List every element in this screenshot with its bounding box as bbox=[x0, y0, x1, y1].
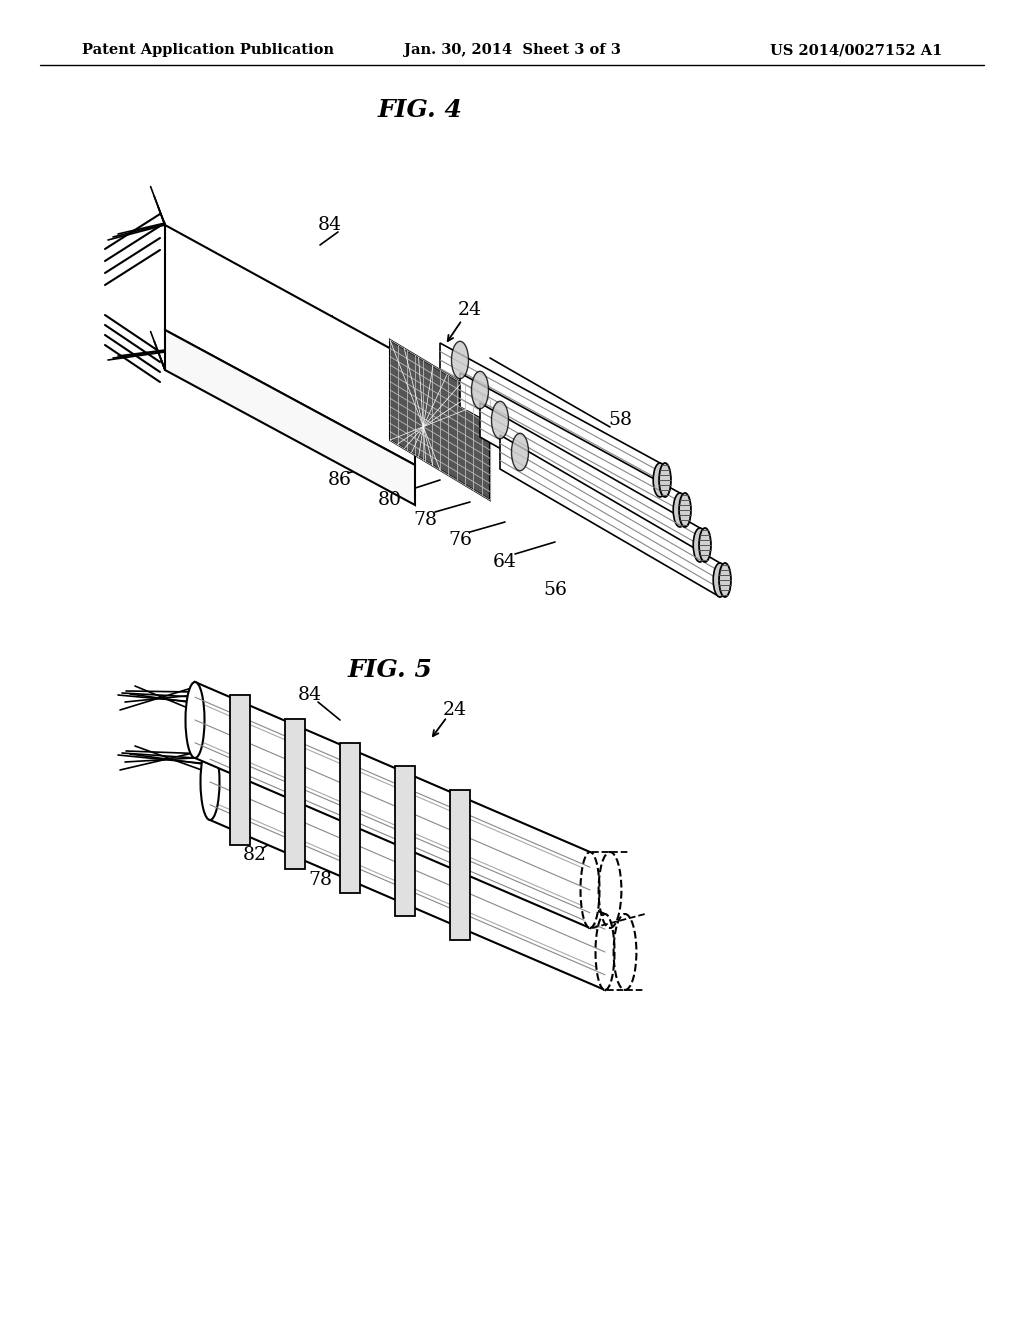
Ellipse shape bbox=[452, 342, 469, 379]
Polygon shape bbox=[480, 403, 700, 562]
Polygon shape bbox=[500, 436, 720, 597]
Ellipse shape bbox=[693, 528, 707, 562]
Ellipse shape bbox=[185, 682, 205, 758]
Ellipse shape bbox=[659, 463, 671, 498]
Text: 58: 58 bbox=[608, 411, 632, 429]
Polygon shape bbox=[195, 682, 590, 928]
Polygon shape bbox=[374, 339, 415, 465]
Text: 76: 76 bbox=[449, 531, 472, 549]
Text: FIG. 5: FIG. 5 bbox=[347, 657, 432, 682]
Ellipse shape bbox=[699, 528, 711, 562]
Text: 84: 84 bbox=[318, 216, 342, 234]
Text: Patent Application Publication: Patent Application Publication bbox=[82, 44, 334, 57]
Polygon shape bbox=[249, 271, 290, 397]
Polygon shape bbox=[285, 719, 305, 869]
Polygon shape bbox=[165, 224, 207, 352]
Text: 24: 24 bbox=[443, 701, 467, 719]
Text: Jan. 30, 2014  Sheet 3 of 3: Jan. 30, 2014 Sheet 3 of 3 bbox=[403, 44, 621, 57]
Text: 84: 84 bbox=[298, 686, 322, 704]
Text: 24: 24 bbox=[458, 301, 482, 319]
Ellipse shape bbox=[713, 564, 727, 597]
Text: FIG. 4: FIG. 4 bbox=[378, 98, 463, 121]
Text: US 2014/0027152 A1: US 2014/0027152 A1 bbox=[770, 44, 942, 57]
Ellipse shape bbox=[719, 564, 731, 597]
Polygon shape bbox=[390, 341, 490, 500]
Polygon shape bbox=[395, 767, 415, 916]
Ellipse shape bbox=[679, 492, 691, 527]
Polygon shape bbox=[210, 744, 605, 990]
Text: 78: 78 bbox=[413, 511, 437, 529]
Polygon shape bbox=[450, 791, 470, 940]
Ellipse shape bbox=[653, 463, 667, 498]
Text: 78: 78 bbox=[308, 871, 332, 888]
Polygon shape bbox=[290, 293, 332, 420]
Ellipse shape bbox=[492, 401, 509, 438]
Text: 80: 80 bbox=[378, 491, 402, 510]
Polygon shape bbox=[332, 317, 374, 442]
Ellipse shape bbox=[596, 913, 614, 990]
Polygon shape bbox=[230, 696, 250, 845]
Polygon shape bbox=[440, 343, 660, 498]
Ellipse shape bbox=[201, 744, 219, 820]
Polygon shape bbox=[165, 224, 415, 465]
Ellipse shape bbox=[471, 371, 488, 409]
Ellipse shape bbox=[673, 492, 687, 527]
Polygon shape bbox=[207, 248, 249, 375]
Text: 82: 82 bbox=[243, 846, 267, 865]
Ellipse shape bbox=[581, 851, 599, 928]
Text: 86: 86 bbox=[328, 471, 352, 488]
Text: 64: 64 bbox=[494, 553, 517, 572]
Ellipse shape bbox=[512, 433, 528, 471]
Polygon shape bbox=[340, 743, 360, 892]
Text: 56: 56 bbox=[543, 581, 567, 599]
Polygon shape bbox=[460, 374, 680, 527]
Polygon shape bbox=[165, 330, 415, 506]
